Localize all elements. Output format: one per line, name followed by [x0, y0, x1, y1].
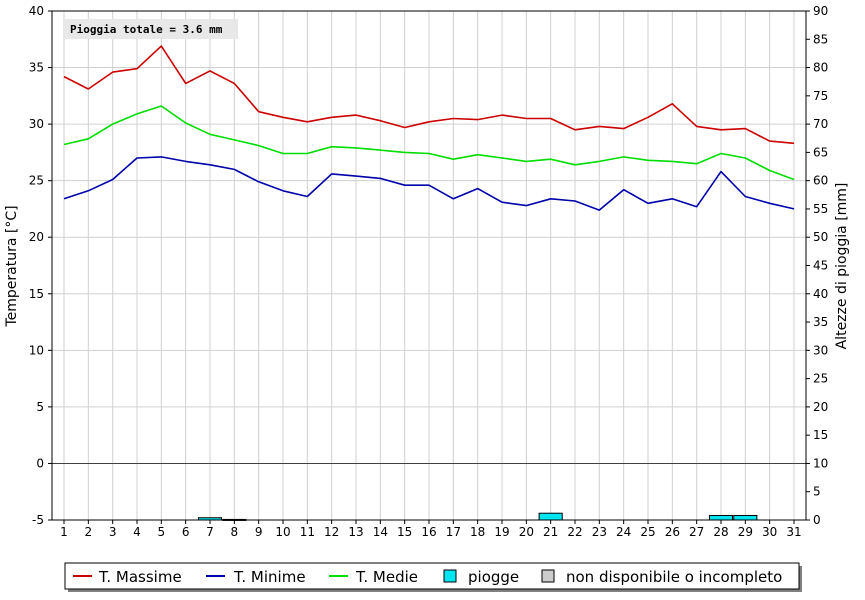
legend-swatch-missing — [541, 569, 555, 583]
right-tick-label-45: 45 — [813, 259, 828, 273]
left-tick-label-25: 25 — [29, 174, 44, 188]
series-line-max — [63, 45, 795, 145]
x-tick-label-26: 26 — [665, 525, 680, 539]
right-tick-label-50: 50 — [813, 230, 828, 244]
x-tick-label-31: 31 — [786, 525, 801, 539]
right-tick-label-35: 35 — [813, 315, 828, 329]
legend-box — [64, 562, 800, 590]
series-lines — [63, 45, 795, 211]
x-tick-label-22: 22 — [567, 525, 582, 539]
x-tick-label-15: 15 — [397, 525, 412, 539]
left-tick-label-40: 40 — [29, 4, 44, 18]
right-tick-label-80: 80 — [813, 61, 828, 75]
left-tick-label-10: 10 — [29, 343, 44, 357]
right-axis-title: Altezze di pioggia [mm] — [834, 183, 850, 350]
x-tick-label-10: 10 — [275, 525, 290, 539]
right-tick-label-65: 65 — [813, 145, 828, 159]
x-tick-label-28: 28 — [713, 525, 728, 539]
left-tick-label-15: 15 — [29, 287, 44, 301]
x-tick-label-29: 29 — [738, 525, 753, 539]
legend-label-rain: piogge — [468, 568, 519, 586]
x-tick-label-30: 30 — [762, 525, 777, 539]
x-tick-label-9: 9 — [255, 525, 263, 539]
series-line-mean — [63, 105, 795, 181]
x-tick-label-14: 14 — [373, 525, 388, 539]
left-axis-title: Temperatura [°C] — [4, 205, 20, 327]
x-tick-label-8: 8 — [231, 525, 239, 539]
x-tick-label-7: 7 — [206, 525, 214, 539]
x-tick-label-1: 1 — [60, 525, 68, 539]
series-line-min — [63, 156, 795, 211]
grid-lines — [52, 10, 806, 521]
right-tick-label-40: 40 — [813, 287, 828, 301]
right-tick-label-70: 70 — [813, 117, 828, 131]
x-tick-label-20: 20 — [519, 525, 534, 539]
x-tick-label-16: 16 — [421, 525, 436, 539]
left-tick-label--5: -5 — [32, 513, 44, 527]
right-tick-label-25: 25 — [813, 372, 828, 386]
right-tick-label-75: 75 — [813, 89, 828, 103]
x-tick-label-4: 4 — [133, 525, 141, 539]
legend-label-missing: non disponibile o incompleto — [566, 568, 782, 586]
x-tick-label-19: 19 — [494, 525, 509, 539]
rain-bar-day-21 — [538, 512, 563, 521]
x-axis-ticks: 1 2 3 4 5 6 7 8 9 10 11 12 13 14 15 16 17 18 19 20 21 22 23 24 2… — [60, 520, 802, 539]
x-tick-label-23: 23 — [592, 525, 607, 539]
legend-label-max: T. Massime — [98, 568, 182, 586]
x-tick-label-13: 13 — [348, 525, 363, 539]
x-tick-label-18: 18 — [470, 525, 485, 539]
x-tick-label-5: 5 — [158, 525, 166, 539]
right-tick-label-0: 0 — [813, 513, 821, 527]
x-tick-label-12: 12 — [324, 525, 339, 539]
right-tick-label-30: 30 — [813, 343, 828, 357]
left-tick-label-30: 30 — [29, 117, 44, 131]
annotation-box — [65, 19, 238, 39]
right-tick-label-60: 60 — [813, 174, 828, 188]
x-tick-label-21: 21 — [543, 525, 558, 539]
x-tick-label-25: 25 — [640, 525, 655, 539]
x-tick-label-3: 3 — [109, 525, 117, 539]
right-tick-label-90: 90 — [813, 4, 828, 18]
left-tick-label-0: 0 — [36, 456, 44, 470]
x-tick-label-6: 6 — [182, 525, 190, 539]
x-tick-label-24: 24 — [616, 525, 631, 539]
left-tick-label-35: 35 — [29, 61, 44, 75]
right-axis-ticks: 0 5 10 15 20 25 30 35 40 45 50 55 60 65 70 75 80 85 90 — [806, 4, 828, 527]
right-tick-label-85: 85 — [813, 32, 828, 46]
legend-swatch-rain — [443, 569, 457, 583]
left-tick-label-20: 20 — [29, 230, 44, 244]
x-tick-label-17: 17 — [446, 525, 461, 539]
left-tick-label-5: 5 — [36, 400, 44, 414]
right-tick-label-20: 20 — [813, 400, 828, 414]
right-tick-label-5: 5 — [813, 485, 821, 499]
right-tick-label-15: 15 — [813, 428, 828, 442]
rain-bar-day-28 — [708, 514, 734, 521]
legend-label-mean: T. Medie — [355, 568, 418, 586]
rain-total-annotation: Pioggia totale = 3.6 mm — [70, 23, 223, 36]
right-tick-label-10: 10 — [813, 456, 828, 470]
x-tick-label-2: 2 — [85, 525, 93, 539]
right-tick-label-55: 55 — [813, 202, 828, 216]
x-tick-label-11: 11 — [300, 525, 315, 539]
legend: T. Massime T. Minime T. Medie piogge non… — [64, 562, 802, 592]
x-tick-label-27: 27 — [689, 525, 704, 539]
rain-bar-day-29 — [733, 514, 758, 521]
left-axis-ticks: -5 0 5 10 15 20 25 30 35 40 — [29, 4, 52, 527]
legend-label-min: T. Minime — [233, 568, 306, 586]
